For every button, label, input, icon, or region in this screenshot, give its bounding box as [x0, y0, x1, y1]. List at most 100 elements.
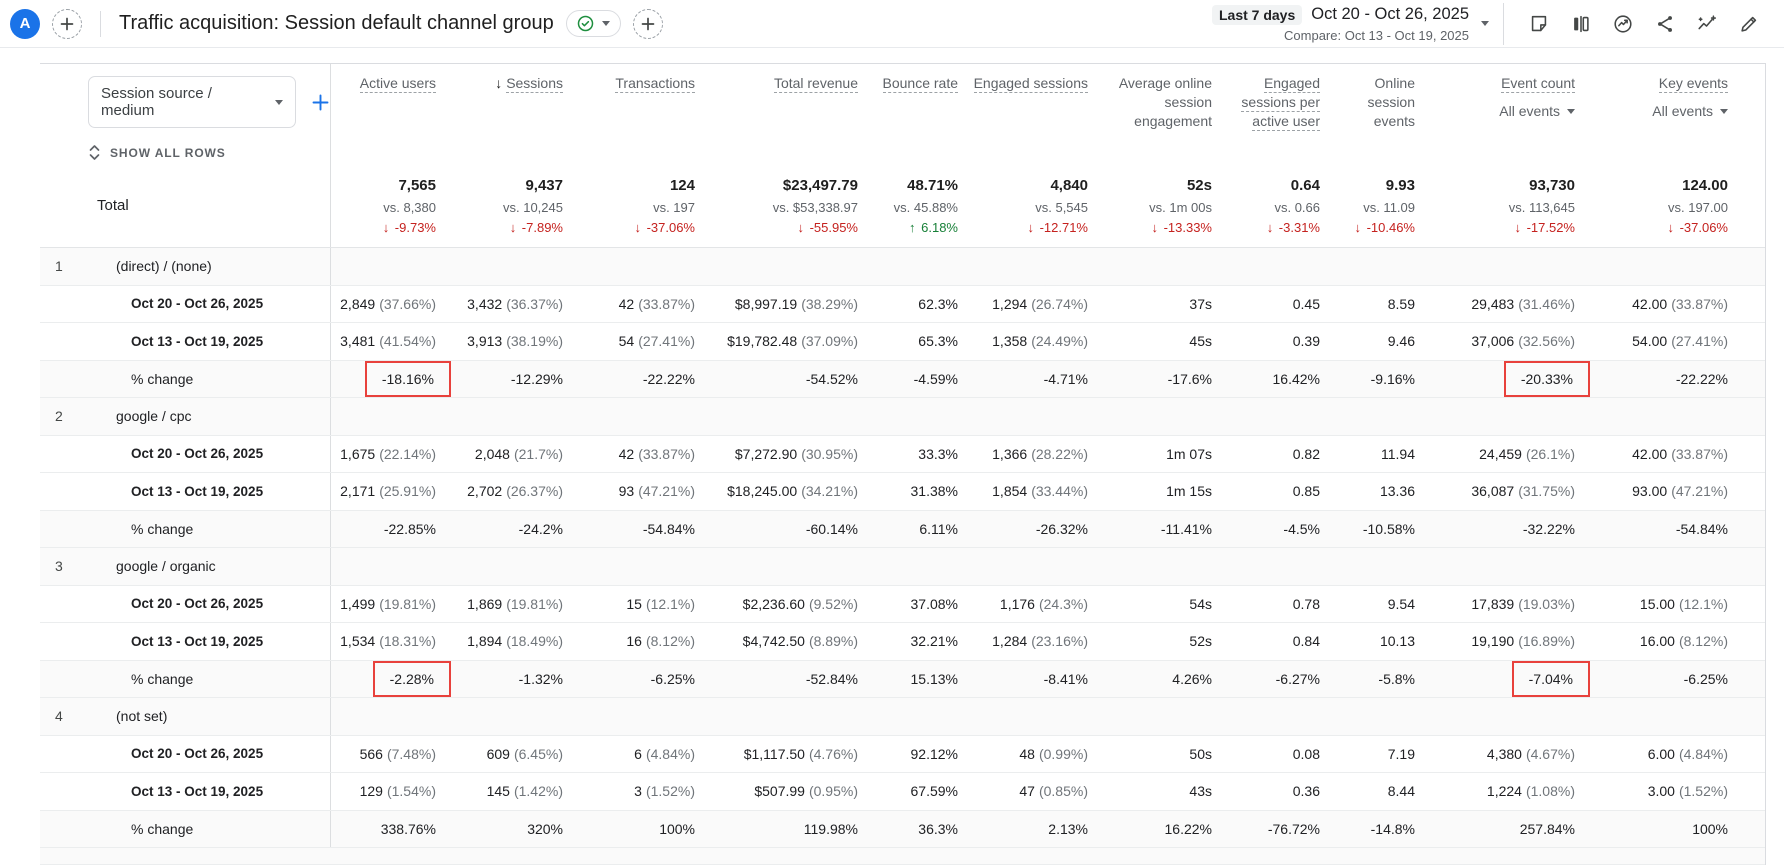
metric-value: 10.13: [1379, 633, 1415, 650]
avatar[interactable]: A: [10, 8, 40, 39]
percent-change-row: % change -18.16% -12.29% -22.22% -54.52% -4.5…: [40, 360, 1765, 398]
metric-cell: -12.29%: [436, 371, 563, 387]
metric-cell: 1,366 (28.22%): [958, 446, 1088, 462]
metric-value: 0.36: [1292, 783, 1320, 800]
channel-group-row[interactable]: 2 google / cpc: [40, 398, 1765, 436]
metric-cell: 93.00 (47.21%): [1575, 483, 1765, 499]
column-header-engaged-sessions-per-active-user[interactable]: Engaged sessions per active user: [1212, 64, 1320, 164]
metric-cell: 67.59%: [858, 783, 958, 799]
metric-cell: -22.22%: [563, 371, 695, 387]
change-value: -22.22%: [1675, 370, 1728, 387]
metric-filter-dropdown[interactable]: All events: [1421, 102, 1575, 121]
note-icon[interactable]: [1527, 12, 1551, 36]
metric-cell: -52.84%: [695, 671, 858, 687]
add-dimension-button[interactable]: [311, 93, 330, 112]
metric-cell: 7.19: [1320, 746, 1415, 762]
metric-value: 15 (12.1%): [626, 595, 695, 612]
metric-cell: -14.8%: [1320, 821, 1415, 837]
column-label: Transactions: [615, 75, 695, 93]
dimension-selector[interactable]: Session source / medium: [88, 76, 296, 128]
total-metric-cell: 124.00 vs. 197.00 ↓ -37.06%: [1575, 164, 1765, 247]
channel-group-row[interactable]: 4 (not set): [40, 698, 1765, 736]
edit-icon[interactable]: [1737, 12, 1761, 36]
total-value: 9.93: [1385, 177, 1415, 194]
dimension-cell: 1 (direct) / (none): [40, 248, 331, 285]
add-comparison-button[interactable]: [52, 8, 82, 39]
column-header-engaged-sessions[interactable]: Engaged sessions: [958, 64, 1088, 164]
percent-change-row: % change -22.85% -24.2% -54.84% -60.14% 6.11%…: [40, 510, 1765, 548]
column-header-online-session-events[interactable]: Online session events: [1320, 64, 1415, 164]
percent-change-label: % change: [131, 670, 194, 687]
metric-cell: 37s: [1088, 296, 1212, 312]
total-change: ↑ 6.18%: [909, 220, 958, 235]
add-report-tab-button[interactable]: [632, 8, 663, 39]
metric-cell: -5.8%: [1320, 671, 1415, 687]
channel-group-row[interactable]: 1 (direct) / (none): [40, 248, 1765, 286]
total-change: ↓ -17.52%: [1514, 220, 1575, 235]
metric-cell: 6.11%: [858, 521, 958, 537]
share-icon[interactable]: [1653, 12, 1677, 36]
comparisons-icon[interactable]: [1569, 12, 1593, 36]
metric-value: 1m 15s: [1166, 483, 1212, 500]
metric-cell: 32.21%: [858, 633, 958, 649]
metric-value: 3,432 (36.37%): [467, 295, 563, 312]
highlighted-change-value: -2.28%: [372, 660, 451, 697]
metric-value: 8.44: [1387, 783, 1415, 800]
change-value: -1.32%: [518, 670, 563, 687]
metric-cell: 2,849 (37.66%): [331, 296, 436, 312]
total-metric-cell: 9,437 vs. 10,245 ↓ -7.89%: [436, 164, 563, 247]
metric-cell: 65.3%: [858, 333, 958, 349]
column-header-sessions[interactable]: ↓ Sessions: [436, 64, 563, 164]
arrow-down-icon: ↓: [797, 220, 804, 235]
metric-filter-dropdown[interactable]: All events: [1581, 102, 1728, 121]
metric-cell: 3,432 (36.37%): [436, 296, 563, 312]
period-label: Oct 13 - Oct 19, 2025: [131, 633, 264, 649]
date-range-picker[interactable]: Last 7 days Oct 20 - Oct 26, 2025 Compar…: [1211, 4, 1489, 43]
metric-value: 609 (6.45%): [486, 745, 563, 762]
metric-cell: -18.16%: [331, 360, 451, 397]
column-header-key-events[interactable]: Key events All events: [1575, 64, 1765, 164]
dimension-cell: 3 google / organic: [40, 548, 331, 585]
period-label: Oct 20 - Oct 26, 2025: [131, 446, 264, 462]
metric-value: 1,366 (28.22%): [992, 445, 1088, 462]
total-metric-cell: 52s vs. 1m 00s ↓ -13.33%: [1088, 164, 1212, 247]
metric-value: 1,224 (1.08%): [1486, 783, 1575, 800]
report-status-dropdown[interactable]: [565, 10, 621, 37]
metric-cell: $8,997.19 (38.29%): [695, 296, 858, 312]
dimension-cell: % change: [40, 660, 331, 697]
metric-cell: 1,534 (18.31%): [331, 633, 436, 649]
metric-cell: 52s: [1088, 633, 1212, 649]
plus-icon: [641, 17, 655, 30]
column-header-event-count[interactable]: Event count All events: [1415, 64, 1575, 164]
metric-value: 42 (33.87%): [618, 445, 695, 462]
metric-cell: -54.84%: [563, 521, 695, 537]
column-header-transactions[interactable]: Transactions: [563, 64, 695, 164]
column-header-bounce-rate[interactable]: Bounce rate: [858, 64, 958, 164]
change-value: -52.84%: [805, 670, 858, 687]
chevron-down-icon: [601, 21, 610, 26]
sparkline-icon[interactable]: [1695, 12, 1719, 36]
metric-cell: 29,483 (31.46%): [1415, 296, 1575, 312]
change-value: -4.59%: [913, 370, 958, 387]
change-value: -60.14%: [805, 520, 858, 537]
metric-cell: $4,742.50 (8.89%): [695, 633, 858, 649]
metric-cell: 36,087 (31.75%): [1415, 483, 1575, 499]
metric-cell: -6.25%: [1575, 671, 1765, 687]
show-all-rows-button[interactable]: SHOW ALL ROWS: [88, 144, 330, 161]
dimension-cell: Oct 13 - Oct 19, 2025: [40, 623, 331, 660]
insights-icon[interactable]: [1611, 12, 1635, 36]
metric-value: 16 (8.12%): [626, 633, 695, 650]
total-vs-value: vs. 113,645: [1508, 200, 1575, 215]
column-header-average-online-session-engagement[interactable]: Average online session engagement: [1088, 64, 1212, 164]
column-label: Key events: [1658, 75, 1728, 93]
metric-cell: 1,176 (24.3%): [958, 596, 1088, 612]
metric-value: 50s: [1189, 745, 1212, 762]
channel-group-row[interactable]: 3 google / organic: [40, 548, 1765, 586]
column-header-active-users[interactable]: Active users: [331, 64, 436, 164]
metric-cell: 145 (1.42%): [436, 783, 563, 799]
metric-value: 3 (1.52%): [634, 783, 695, 800]
metric-cell: 62.3%: [858, 296, 958, 312]
metric-value: $19,782.48 (37.09%): [727, 333, 858, 350]
metric-cell: 4.26%: [1088, 671, 1212, 687]
column-header-total-revenue[interactable]: Total revenue: [695, 64, 858, 164]
